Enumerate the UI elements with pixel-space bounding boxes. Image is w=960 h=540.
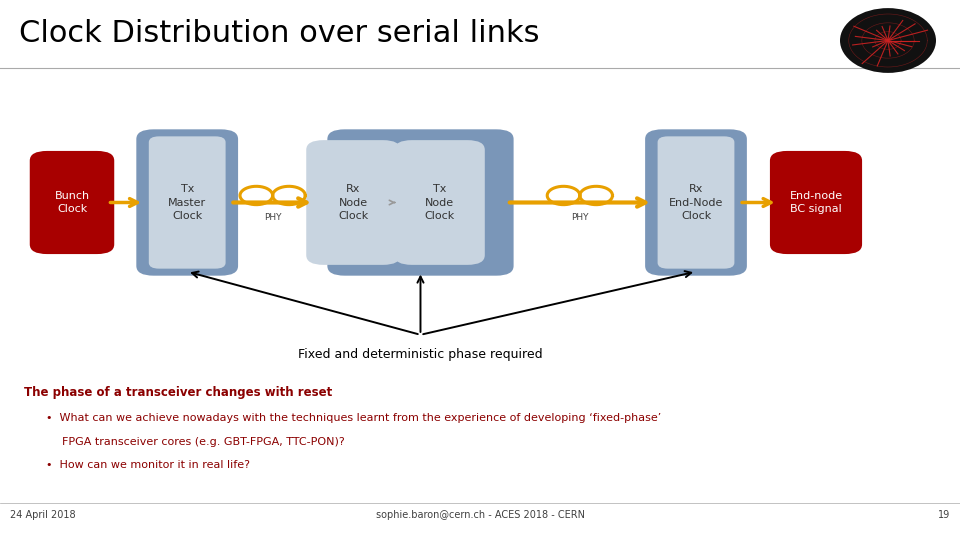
Text: •  How can we monitor it in real life?: • How can we monitor it in real life? bbox=[46, 460, 250, 470]
Text: Fixed and deterministic phase required: Fixed and deterministic phase required bbox=[299, 348, 542, 361]
Text: Tx
Node
Clock: Tx Node Clock bbox=[424, 184, 455, 221]
FancyBboxPatch shape bbox=[149, 137, 226, 269]
FancyBboxPatch shape bbox=[645, 130, 747, 275]
Text: Rx
Node
Clock: Rx Node Clock bbox=[338, 184, 369, 221]
Text: Tx
Master
Clock: Tx Master Clock bbox=[168, 184, 206, 221]
Text: Bunch
Clock: Bunch Clock bbox=[55, 191, 89, 214]
FancyBboxPatch shape bbox=[395, 140, 485, 265]
Text: End-node
BC signal: End-node BC signal bbox=[789, 191, 843, 214]
Text: FPGA transceiver cores (e.g. GBT-FPGA, TTC-PON)?: FPGA transceiver cores (e.g. GBT-FPGA, T… bbox=[62, 437, 346, 448]
Text: 24 April 2018: 24 April 2018 bbox=[10, 510, 75, 521]
FancyBboxPatch shape bbox=[136, 130, 238, 275]
Text: Clock Distribution over serial links: Clock Distribution over serial links bbox=[19, 19, 540, 48]
FancyBboxPatch shape bbox=[327, 130, 514, 275]
Text: PHY: PHY bbox=[571, 213, 588, 222]
FancyBboxPatch shape bbox=[306, 140, 400, 265]
FancyBboxPatch shape bbox=[658, 137, 734, 269]
Text: •  What can we achieve nowadays with the techniques learnt from the experience o: • What can we achieve nowadays with the … bbox=[46, 413, 661, 423]
FancyBboxPatch shape bbox=[30, 151, 114, 254]
Text: Rx
End-Node
Clock: Rx End-Node Clock bbox=[669, 184, 723, 221]
Text: The phase of a transceiver changes with reset: The phase of a transceiver changes with … bbox=[24, 386, 332, 399]
FancyBboxPatch shape bbox=[770, 151, 862, 254]
Text: sophie.baron@cern.ch - ACES 2018 - CERN: sophie.baron@cern.ch - ACES 2018 - CERN bbox=[375, 510, 585, 521]
Text: PHY: PHY bbox=[264, 213, 281, 222]
Circle shape bbox=[840, 8, 936, 73]
Text: 19: 19 bbox=[938, 510, 950, 521]
